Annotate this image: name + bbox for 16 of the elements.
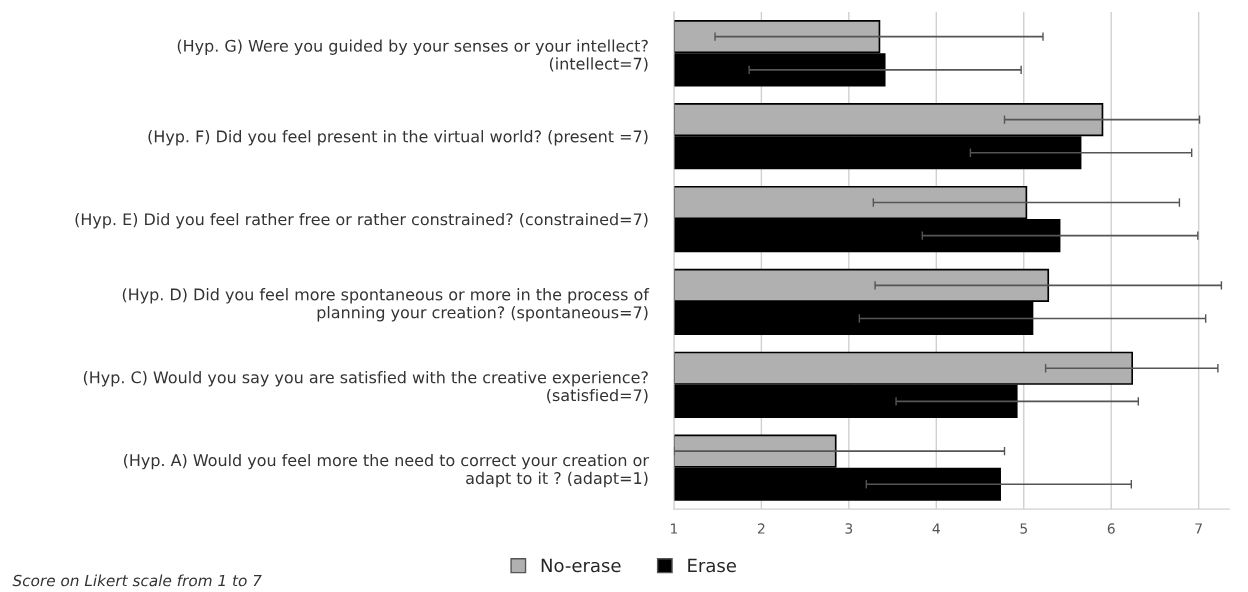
x-tick-label: 3 [845, 523, 853, 534]
x-tick-label: 7 [1195, 523, 1202, 534]
x-tick-label: 2 [757, 523, 765, 534]
y-tick-label: (Hyp. A) Would you feel more the need to correct your creation or adapt to it ? (adapt=1) [124, 453, 649, 488]
y-tick-label: (Hyp. C) Would you say you are satisfied with the creative experience? (satisfied=7) [83, 371, 648, 404]
y-tick-label: (Hyp. E) Did you feel rather free or rather constrained? (constrained=7) [75, 212, 648, 229]
x-tick-label: 5 [1020, 523, 1027, 534]
x-tick-label: 6 [1107, 523, 1115, 534]
legend-label: No-erase [541, 558, 621, 573]
x-tick-label: 1 [671, 523, 678, 534]
y-tick-label: (Hyp. D) Did you feel more spontaneous or more in the process of planning your creation? (spontaneous=7) [122, 288, 650, 322]
y-tick-label: (Hyp. G) Were you guided by your senses or your intellect? (intellect=7) [177, 39, 648, 72]
text: Score on Likert scale from 1 to 7 [12, 574, 262, 587]
legend-label: Erase [688, 558, 736, 573]
x-tick-label: 4 [932, 523, 940, 534]
y-tick-label: (Hyp. F) Did you feel present in the virtual world? (present =7) [148, 130, 648, 146]
